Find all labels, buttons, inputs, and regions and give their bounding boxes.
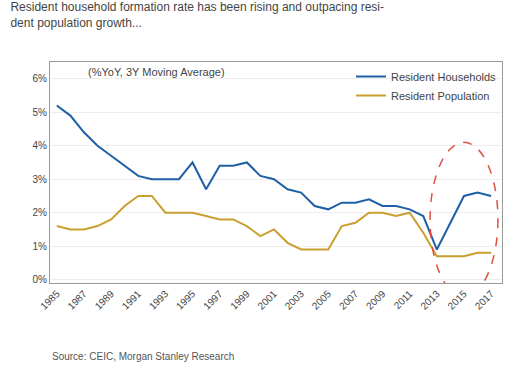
svg-text:Resident Population: Resident Population — [391, 90, 489, 102]
svg-text:6%: 6% — [33, 73, 48, 84]
svg-text:4%: 4% — [33, 140, 48, 151]
svg-text:2005: 2005 — [310, 288, 334, 312]
svg-text:Source: CEIC, Morgan Stanley R: Source: CEIC, Morgan Stanley Research — [52, 351, 234, 362]
svg-text:Resident household formation r: Resident household formation rate has be… — [10, 0, 384, 30]
svg-text:2007: 2007 — [337, 288, 361, 312]
svg-text:1987: 1987 — [65, 288, 89, 312]
svg-text:1989: 1989 — [93, 288, 117, 312]
svg-text:2017: 2017 — [473, 288, 497, 312]
svg-text:2011: 2011 — [392, 288, 415, 311]
svg-text:2003: 2003 — [283, 288, 307, 312]
svg-text:1%: 1% — [33, 241, 48, 252]
svg-text:1993: 1993 — [147, 288, 171, 312]
svg-text:1997: 1997 — [201, 288, 225, 312]
svg-text:1985: 1985 — [38, 288, 62, 312]
svg-text:1999: 1999 — [228, 288, 252, 312]
svg-text:1991: 1991 — [120, 288, 144, 312]
svg-text:1995: 1995 — [174, 288, 198, 312]
svg-text:2009: 2009 — [364, 288, 388, 312]
svg-text:3%: 3% — [33, 174, 48, 185]
svg-text:Resident Households: Resident Households — [391, 71, 496, 83]
svg-text:2015: 2015 — [445, 288, 469, 312]
svg-text:0%: 0% — [33, 274, 48, 285]
svg-text:2%: 2% — [33, 207, 48, 218]
svg-text:2001: 2001 — [255, 288, 279, 312]
svg-text:(%YoY, 3Y Moving Average): (%YoY, 3Y Moving Average) — [88, 66, 225, 78]
svg-text:2013: 2013 — [418, 288, 442, 312]
svg-text:5%: 5% — [33, 107, 48, 118]
